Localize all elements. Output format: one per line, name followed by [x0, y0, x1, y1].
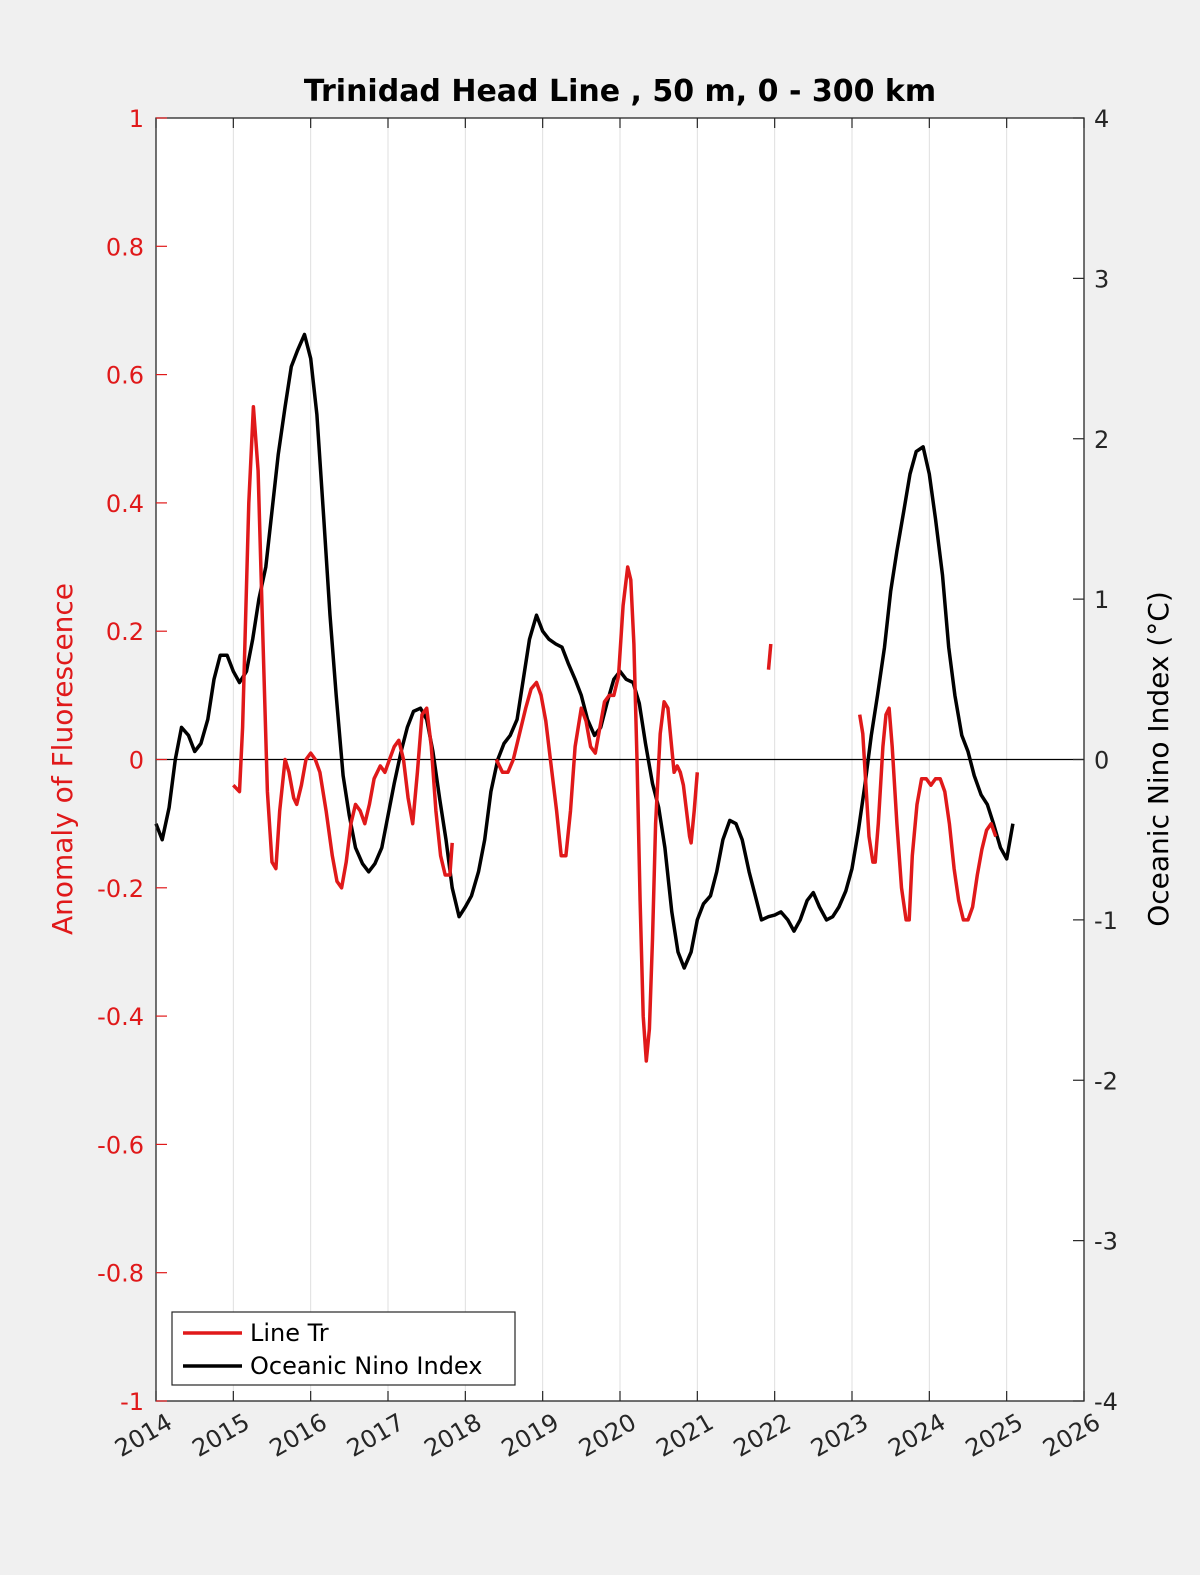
right-y-tick-label: 0 — [1094, 747, 1109, 775]
left-y-tick-label: -0.8 — [97, 1260, 144, 1288]
right-y-tick-label: -3 — [1094, 1228, 1118, 1256]
right-y-tick-label: 4 — [1094, 105, 1109, 133]
line-tr-series-segment — [494, 565, 700, 1063]
legend-label-line-tr: Line Tr — [250, 1319, 329, 1347]
left-y-tick-label: 0.6 — [106, 362, 144, 390]
left-y-tick-label: 0.4 — [106, 490, 144, 518]
line-tr-series-segment — [232, 404, 454, 890]
legend: Line Tr Oceanic Nino Index — [171, 1311, 516, 1386]
left-tick-labels: 1 0.8 0.6 0.4 0.2 0 -0.2 -0.4 -0.6 -0.8 -1 — [97, 105, 144, 1416]
line-tr-series-segment — [766, 643, 773, 670]
left-y-tick-label: -0.6 — [97, 1131, 144, 1159]
right-y-tick-label: -2 — [1094, 1067, 1118, 1095]
legend-box — [171, 1311, 516, 1386]
right-y-tick-label: 2 — [1094, 426, 1109, 454]
left-y-tick-label: 0.2 — [106, 618, 144, 646]
left-y-tick-label: 0 — [129, 747, 144, 775]
left-y-tick-label: 0.8 — [106, 233, 144, 261]
right-tick-labels: 4 3 2 1 0 -1 -2 -3 -4 — [1094, 105, 1118, 1416]
left-y-tick-label: 1 — [129, 105, 144, 133]
legend-label-oni: Oceanic Nino Index — [250, 1352, 482, 1380]
left-y-axis-label: Anomaly of Fluorescence — [46, 583, 79, 935]
right-y-tick-label: -4 — [1094, 1388, 1118, 1416]
left-y-tick-label: -0.2 — [97, 875, 144, 903]
chart-title: Trinidad Head Line , 50 m, 0 - 300 km — [304, 74, 936, 109]
oni-series-segment — [154, 332, 1015, 970]
axis-ticks — [155, 117, 1085, 1402]
left-y-tick-label: -0.4 — [97, 1003, 144, 1031]
line-tr-series-segment — [857, 706, 998, 922]
right-y-axis-label: Oceanic Nino Index (°C) — [1142, 591, 1175, 927]
right-y-tick-label: -1 — [1094, 907, 1118, 935]
left-y-tick-label: -1 — [120, 1388, 144, 1416]
right-y-tick-label: 1 — [1094, 586, 1109, 614]
right-y-tick-label: 3 — [1094, 265, 1109, 293]
series-lines — [154, 332, 1015, 1063]
